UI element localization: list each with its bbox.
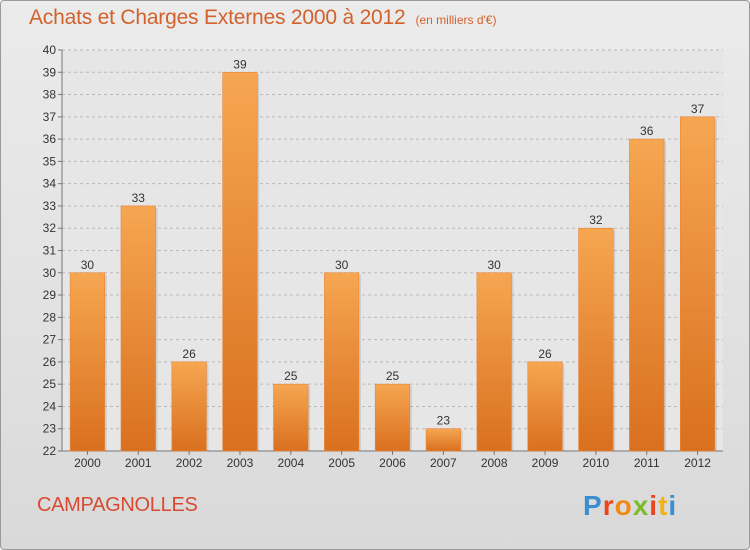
chart-title: Achats et Charges Externes 2000 à 2012 [29,6,406,29]
logo-letter: o [614,490,633,521]
bar [120,205,156,452]
x-tick-label: 2012 [684,456,711,470]
bar-value-label: 30 [488,258,502,272]
bar-value-label: 30 [81,258,95,272]
bar-value-label: 37 [691,102,705,116]
bar [171,361,207,452]
bar [425,428,461,452]
logo-letter: t [658,490,669,521]
bar [527,361,563,452]
x-tick-label: 2006 [379,456,406,470]
bar [222,71,258,452]
x-tick-label: 2007 [430,456,457,470]
y-tick-label: 35 [43,154,57,168]
x-tick-label: 2000 [74,456,101,470]
bar-value-label: 26 [538,347,552,361]
x-tick-label: 2002 [176,456,203,470]
bar [629,138,665,452]
y-tick-label: 29 [43,288,57,302]
y-tick-label: 37 [43,110,57,124]
chart-title-block: Achats et Charges Externes 2000 à 2012 (e… [29,6,496,30]
y-tick-label: 30 [43,266,57,280]
y-tick-label: 39 [43,65,57,79]
x-tick-label: 2011 [634,456,660,470]
bar-value-label: 25 [386,369,400,383]
y-tick-label: 34 [43,177,57,191]
logo-letter: i [668,490,678,521]
logo-letter: P [583,490,603,521]
x-tick-label: 2003 [227,456,254,470]
x-tick-label: 2009 [532,456,559,470]
logo-letter: r [602,490,615,521]
x-tick-label: 2008 [481,456,508,470]
bar [273,383,309,452]
bar-value-label: 32 [589,213,603,227]
y-tick-label: 28 [43,310,57,324]
y-tick-label: 33 [43,199,57,213]
bar [476,272,512,452]
bar-value-label: 39 [233,57,247,71]
commune-name: CAMPAGNOLLES [37,494,198,516]
bar [69,272,106,452]
x-tick-label: 2005 [328,456,355,470]
y-tick-label: 27 [43,333,57,347]
y-tick-label: 23 [43,422,57,436]
y-tick-label: 31 [43,244,57,258]
y-tick-label: 24 [43,399,57,413]
x-tick-label: 2010 [583,456,610,470]
chart-unit: (en milliers d'€) [415,13,497,27]
y-tick-label: 38 [43,88,57,102]
y-tick-label: 26 [43,355,57,369]
bar [324,272,360,452]
bar-value-label: 25 [284,369,298,383]
bar [374,383,411,452]
bar-value-label: 23 [437,414,451,428]
y-tick-label: 22 [43,444,57,458]
y-tick-label: 25 [43,377,57,391]
x-tick-label: 2004 [277,456,304,470]
logo-letter: i [649,490,659,521]
proxiti-logo: Proxiti [583,490,677,522]
bar-value-label: 36 [640,124,654,138]
bar [679,116,716,452]
bar [578,227,614,452]
x-tick-label: 2001 [125,456,152,470]
y-tick-label: 40 [43,43,57,57]
bar-value-label: 26 [182,347,196,361]
logo-letter: x [632,490,650,521]
y-tick-label: 32 [43,221,57,235]
bar-value-label: 33 [132,191,146,205]
bar-value-label: 30 [335,258,349,272]
y-tick-label: 36 [43,132,57,146]
